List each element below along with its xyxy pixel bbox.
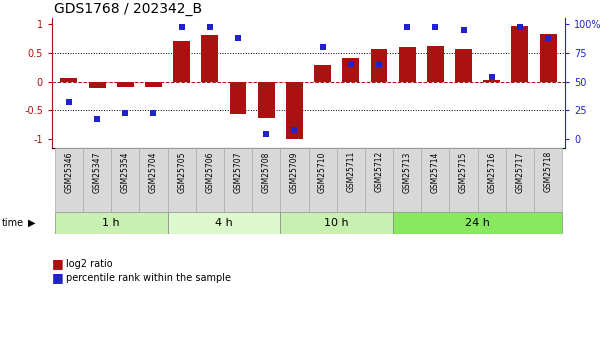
Text: GSM25346: GSM25346 — [64, 151, 73, 193]
Bar — [450, 148, 478, 212]
Point — [430, 24, 440, 30]
Text: GSM25716: GSM25716 — [487, 151, 496, 193]
Text: ■: ■ — [52, 272, 64, 285]
Text: GSM25717: GSM25717 — [516, 151, 525, 193]
Text: ▶: ▶ — [28, 218, 35, 228]
Text: GSM25704: GSM25704 — [149, 151, 158, 193]
Text: time: time — [2, 218, 24, 228]
Bar — [540, 34, 557, 81]
Text: GSM25708: GSM25708 — [261, 151, 270, 193]
Bar — [455, 49, 472, 81]
Bar — [83, 148, 111, 212]
Bar — [511, 26, 528, 81]
Bar — [337, 148, 365, 212]
Text: GSM25709: GSM25709 — [290, 151, 299, 193]
Bar — [506, 148, 534, 212]
Bar — [398, 47, 416, 81]
Text: 1 h: 1 h — [102, 218, 120, 228]
Bar — [252, 148, 280, 212]
Text: GSM25705: GSM25705 — [177, 151, 186, 193]
Text: 10 h: 10 h — [325, 218, 349, 228]
Point — [177, 24, 186, 30]
Bar — [88, 81, 106, 88]
Bar — [370, 49, 388, 81]
Bar — [286, 81, 303, 139]
Bar — [343, 58, 359, 81]
Point — [120, 110, 130, 116]
Text: GSM25354: GSM25354 — [121, 151, 130, 193]
Text: GSM25706: GSM25706 — [206, 151, 215, 193]
Bar — [393, 148, 421, 212]
Text: 24 h: 24 h — [465, 218, 490, 228]
Bar — [139, 148, 168, 212]
Point — [233, 35, 243, 40]
Text: GDS1768 / 202342_B: GDS1768 / 202342_B — [54, 2, 202, 16]
Text: ■: ■ — [52, 257, 64, 270]
Text: GSM25347: GSM25347 — [93, 151, 102, 193]
Point — [205, 24, 215, 30]
Point — [64, 100, 74, 105]
Text: log2 ratio: log2 ratio — [66, 259, 112, 269]
Bar — [55, 148, 83, 212]
Point — [459, 27, 468, 32]
Bar — [258, 81, 275, 118]
Text: GSM25713: GSM25713 — [403, 151, 412, 193]
Bar — [117, 81, 134, 87]
Bar — [111, 148, 139, 212]
Text: GSM25718: GSM25718 — [543, 151, 552, 193]
Point — [515, 24, 525, 30]
Point — [290, 127, 299, 133]
Text: GSM25711: GSM25711 — [346, 151, 355, 193]
Point — [346, 61, 356, 67]
Text: GSM25714: GSM25714 — [431, 151, 440, 193]
Bar — [280, 212, 393, 234]
Text: GSM25707: GSM25707 — [234, 151, 243, 193]
Bar — [393, 212, 562, 234]
Bar — [421, 148, 450, 212]
Bar — [55, 212, 168, 234]
Text: 4 h: 4 h — [215, 218, 233, 228]
Point — [374, 61, 384, 67]
Bar — [427, 46, 444, 81]
Bar — [308, 148, 337, 212]
Bar — [230, 81, 246, 115]
Point — [402, 24, 412, 30]
Bar — [280, 148, 308, 212]
Point — [148, 110, 158, 116]
Bar — [483, 80, 500, 81]
Bar — [168, 212, 280, 234]
Bar — [61, 78, 78, 81]
Bar — [168, 148, 196, 212]
Point — [93, 116, 102, 121]
Point — [487, 74, 496, 80]
Bar — [145, 81, 162, 87]
Bar — [314, 66, 331, 81]
Bar — [196, 148, 224, 212]
Point — [543, 35, 553, 40]
Bar — [478, 148, 506, 212]
Bar — [173, 41, 190, 81]
Text: percentile rank within the sample: percentile rank within the sample — [66, 273, 231, 283]
Bar — [224, 148, 252, 212]
Bar — [365, 148, 393, 212]
Bar — [201, 35, 218, 81]
Text: GSM25712: GSM25712 — [374, 151, 383, 193]
Point — [318, 44, 328, 50]
Text: GSM25710: GSM25710 — [318, 151, 327, 193]
Point — [261, 131, 271, 136]
Bar — [534, 148, 562, 212]
Text: GSM25715: GSM25715 — [459, 151, 468, 193]
